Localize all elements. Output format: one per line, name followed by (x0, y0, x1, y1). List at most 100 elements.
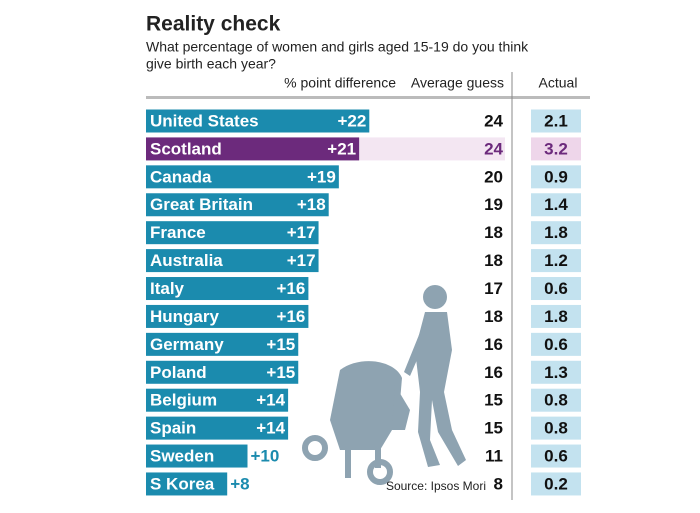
wheel (367, 459, 393, 485)
actual-box (531, 137, 581, 161)
guess-value: 18 (484, 223, 503, 242)
guess-value: 24 (484, 111, 503, 130)
guess-value: 16 (484, 335, 503, 354)
actual-box (531, 165, 581, 189)
category-label: Scotland (150, 139, 222, 158)
value-label: +17 (287, 223, 316, 242)
value-label: +14 (256, 419, 285, 438)
actual-value: 0.6 (544, 447, 568, 466)
actual-box (531, 360, 581, 384)
actual-box (531, 416, 581, 440)
actual-box (531, 109, 581, 133)
actual-value: 0.8 (544, 419, 568, 438)
value-label: +10 (251, 447, 280, 466)
arm (404, 320, 430, 376)
bar (146, 360, 299, 384)
category-label: Spain (150, 419, 196, 438)
value-label: +22 (337, 111, 366, 130)
bar (146, 137, 360, 161)
guess-value: 20 (484, 167, 503, 186)
row-highlight (359, 137, 505, 161)
value-label: +16 (277, 279, 306, 298)
category-label: France (150, 223, 206, 242)
head (423, 285, 447, 309)
category-label: Hungary (150, 307, 220, 326)
value-label: +8 (230, 474, 249, 493)
bar (146, 109, 370, 133)
actual-value: 0.9 (544, 167, 568, 186)
column-header: Actual (539, 75, 578, 91)
category-label: Great Britain (150, 195, 253, 214)
bag (392, 385, 410, 430)
guess-value: 16 (484, 363, 503, 382)
guess-value: 18 (484, 307, 503, 326)
header-rule (146, 96, 590, 99)
category-label: S Korea (150, 474, 215, 493)
actual-value: 1.4 (544, 195, 568, 214)
actual-value: 1.8 (544, 307, 568, 326)
category-label: Italy (150, 279, 185, 298)
category-label: United States (150, 111, 259, 130)
actual-box (531, 304, 581, 328)
wheels (302, 435, 393, 485)
actual-value: 3.2 (544, 139, 568, 158)
actual-value: 2.1 (544, 111, 568, 130)
guess-value: 15 (484, 419, 503, 438)
subtitle: give birth each year? (146, 56, 276, 72)
category-label: Australia (150, 251, 223, 270)
category-label: Sweden (150, 447, 214, 466)
bar (146, 332, 299, 356)
bar (146, 221, 319, 245)
stroller-leg (375, 448, 381, 468)
actual-value: 1.3 (544, 363, 568, 382)
value-label: +15 (266, 363, 295, 382)
value-label: +21 (327, 139, 356, 158)
actual-box (531, 249, 581, 273)
actual-value: 0.2 (544, 474, 568, 493)
guess-value: 18 (484, 251, 503, 270)
actual-box (531, 332, 581, 356)
actual-value: 0.6 (544, 335, 568, 354)
guess-value: 24 (484, 139, 503, 158)
bar (146, 277, 309, 301)
silhouette (330, 285, 466, 478)
actual-box (531, 193, 581, 217)
bar (146, 388, 289, 412)
bar (146, 304, 309, 328)
value-label: +17 (287, 251, 316, 270)
value-label: +14 (256, 391, 285, 410)
value-label: +16 (277, 307, 306, 326)
bar (146, 416, 289, 440)
subtitle: What percentage of women and girls aged … (146, 39, 529, 55)
bar (146, 444, 248, 468)
actual-box (531, 472, 581, 496)
guess-value: 17 (484, 279, 503, 298)
value-label: +18 (297, 195, 326, 214)
actual-box (531, 277, 581, 301)
bar (146, 193, 329, 217)
actual-box (531, 221, 581, 245)
bar (146, 472, 228, 496)
stroller-leg (345, 448, 351, 478)
chart-title: Reality check (146, 13, 281, 36)
category-label: Belgium (150, 391, 217, 410)
guess-value: 8 (494, 474, 503, 493)
guess-value: 15 (484, 391, 503, 410)
actual-value: 0.8 (544, 391, 568, 410)
stroller-seat (330, 420, 398, 450)
category-label: Germany (150, 335, 224, 354)
value-label: +15 (266, 335, 295, 354)
actual-box (531, 388, 581, 412)
wheel (302, 435, 328, 461)
category-label: Poland (150, 363, 207, 382)
actual-value: 1.2 (544, 251, 568, 270)
guess-value: 19 (484, 195, 503, 214)
value-label: +19 (307, 167, 336, 186)
actual-value: 1.8 (544, 223, 568, 242)
actual-box (531, 444, 581, 468)
bar (146, 165, 339, 189)
guess-value: 11 (485, 447, 503, 466)
column-header: % point difference (284, 75, 396, 91)
actual-value: 0.6 (544, 279, 568, 298)
